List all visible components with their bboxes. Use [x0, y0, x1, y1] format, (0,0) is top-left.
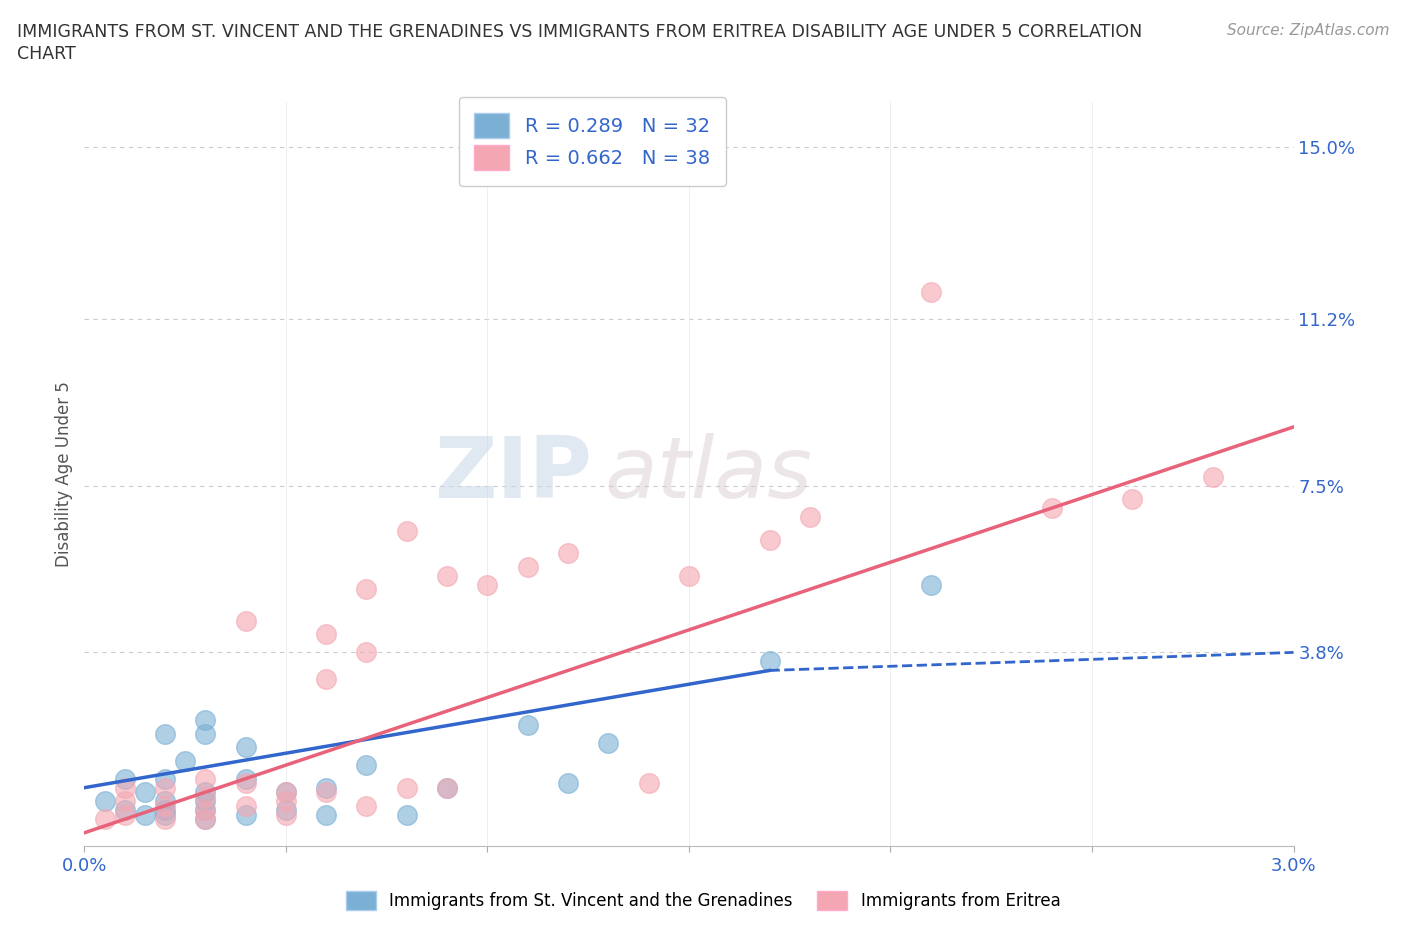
Point — [315, 807, 337, 822]
Text: atlas: atlas — [605, 432, 813, 516]
Point — [153, 807, 176, 822]
Point — [395, 807, 418, 822]
Point — [114, 780, 136, 795]
Point — [194, 812, 217, 827]
Point — [920, 285, 942, 299]
Point — [194, 803, 217, 817]
Point — [477, 578, 499, 592]
Point — [134, 785, 156, 800]
Point — [557, 546, 579, 561]
Point — [799, 510, 821, 525]
Point — [637, 776, 659, 790]
Point — [356, 758, 378, 773]
Point — [516, 717, 538, 732]
Point — [153, 726, 176, 741]
Text: Source: ZipAtlas.com: Source: ZipAtlas.com — [1226, 23, 1389, 38]
Text: CHART: CHART — [17, 45, 76, 62]
Point — [356, 798, 378, 813]
Point — [235, 776, 257, 790]
Legend: Immigrants from St. Vincent and the Grenadines, Immigrants from Eritrea: Immigrants from St. Vincent and the Gren… — [339, 884, 1067, 917]
Point — [93, 794, 115, 809]
Point — [153, 771, 176, 786]
Point — [315, 780, 337, 795]
Point — [274, 794, 297, 809]
Point — [194, 771, 217, 786]
Point — [395, 780, 418, 795]
Point — [194, 803, 217, 817]
Point — [557, 776, 579, 790]
Point — [194, 726, 217, 741]
Point — [153, 803, 176, 817]
Point — [598, 735, 620, 750]
Point — [395, 524, 418, 538]
Point — [920, 578, 942, 592]
Point — [436, 568, 458, 583]
Point — [153, 780, 176, 795]
Legend: R = 0.289   N = 32, R = 0.662   N = 38: R = 0.289 N = 32, R = 0.662 N = 38 — [458, 97, 725, 186]
Text: IMMIGRANTS FROM ST. VINCENT AND THE GRENADINES VS IMMIGRANTS FROM ERITREA DISABI: IMMIGRANTS FROM ST. VINCENT AND THE GREN… — [17, 23, 1142, 41]
Point — [315, 785, 337, 800]
Point — [114, 794, 136, 809]
Point — [436, 780, 458, 795]
Point — [93, 812, 115, 827]
Point — [235, 807, 257, 822]
Point — [235, 614, 257, 629]
Point — [153, 794, 176, 809]
Point — [235, 739, 257, 754]
Text: ZIP: ZIP — [434, 432, 592, 516]
Point — [114, 807, 136, 822]
Point — [678, 568, 700, 583]
Point — [134, 807, 156, 822]
Point — [516, 559, 538, 574]
Point — [1040, 500, 1063, 515]
Point — [194, 785, 217, 800]
Point — [235, 771, 257, 786]
Point — [356, 645, 378, 660]
Point — [274, 803, 297, 817]
Point — [114, 803, 136, 817]
Point — [153, 798, 176, 813]
Point — [174, 753, 197, 768]
Point — [1202, 469, 1225, 484]
Point — [436, 780, 458, 795]
Y-axis label: Disability Age Under 5: Disability Age Under 5 — [55, 381, 73, 567]
Point — [758, 532, 780, 547]
Point — [274, 785, 297, 800]
Point — [315, 627, 337, 642]
Point — [114, 771, 136, 786]
Point — [274, 807, 297, 822]
Point — [194, 794, 217, 809]
Point — [1121, 492, 1143, 507]
Point — [153, 812, 176, 827]
Point — [274, 785, 297, 800]
Point — [356, 582, 378, 597]
Point — [194, 812, 217, 827]
Point — [194, 712, 217, 727]
Point — [235, 798, 257, 813]
Point — [194, 790, 217, 804]
Point — [315, 672, 337, 687]
Point — [758, 654, 780, 669]
